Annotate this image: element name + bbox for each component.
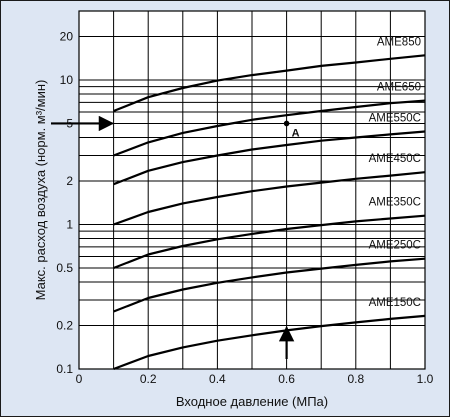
- series-group: [113, 54, 426, 371]
- y-tick-label: 0.1: [56, 362, 73, 376]
- series-labels: AME850 AME650 AME550C AME450C AME350C AME250C…: [369, 36, 421, 309]
- series-line: [113, 130, 426, 186]
- series-line: [113, 257, 426, 313]
- y-axis-label: Макс. расход воздуха (норм. м³/мин): [33, 80, 48, 301]
- series-line: [113, 54, 426, 113]
- x-axis-label: Входное давление (МПа): [176, 394, 328, 409]
- x-tick-label: 0.2: [140, 372, 157, 386]
- y-tick-label: 1: [66, 217, 73, 231]
- x-tick-label: 1.0: [417, 372, 434, 386]
- x-tick-label: 0.4: [209, 372, 226, 386]
- y-tick-label: 2: [66, 174, 73, 188]
- series-line: [113, 214, 426, 270]
- series-line: [113, 171, 426, 226]
- point-label: A: [292, 127, 300, 139]
- series-label: AME150C: [369, 297, 421, 309]
- x-tick-label: 0: [76, 372, 83, 386]
- series-line: [113, 99, 426, 157]
- x-tick-label: 0.6: [278, 372, 295, 386]
- y-tick-label: 0.5: [56, 261, 73, 275]
- x-tick-labels: 0 0.2 0.4 0.6 0.8 1.0: [76, 372, 434, 386]
- y-tick-label: 10: [60, 73, 74, 87]
- series-label: AME350C: [369, 197, 421, 209]
- x-tick-label: 0.8: [347, 372, 364, 386]
- y-tick-label: 0.2: [56, 318, 73, 332]
- series-label: AME850: [377, 36, 421, 48]
- series-label: AME250C: [369, 240, 421, 252]
- series-label: AME550C: [369, 112, 421, 124]
- grid: [79, 11, 425, 369]
- series-label: AME650: [377, 82, 421, 94]
- series-line: [113, 314, 426, 371]
- point-marker: [283, 120, 290, 127]
- y-tick-labels: 0.10.20.51251020: [56, 29, 73, 376]
- y-tick-label: 20: [60, 29, 74, 43]
- series-label: AME450C: [369, 153, 421, 165]
- annotation-marks: A: [51, 115, 300, 359]
